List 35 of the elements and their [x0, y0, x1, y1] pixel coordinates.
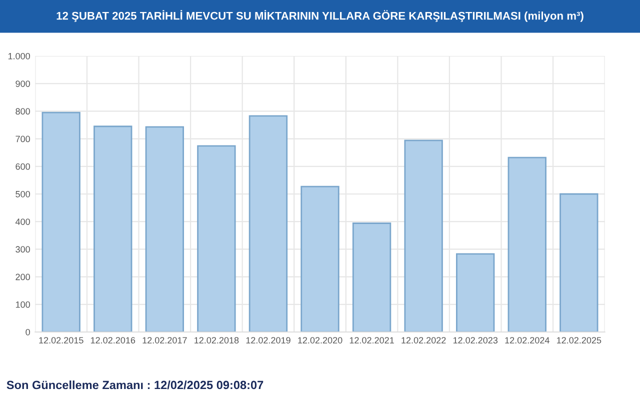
bar	[404, 140, 443, 332]
x-tick-label: 12.02.2017	[142, 337, 187, 344]
x-tick-label: 12.02.2023	[453, 337, 498, 344]
bar	[456, 253, 495, 332]
x-tick-label: 12.02.2021	[350, 337, 394, 344]
bar	[42, 112, 80, 332]
y-tick-label: 200	[16, 274, 30, 280]
bar	[248, 115, 288, 332]
x-tick-label: 12.02.2024	[505, 337, 550, 344]
x-tick-label: 12.02.2016	[90, 337, 136, 344]
bar	[197, 145, 236, 332]
bar	[145, 126, 184, 332]
y-tick-label: 1.000	[8, 52, 30, 60]
bar	[508, 156, 546, 332]
y-tick-label: 700	[16, 136, 30, 142]
bar	[352, 222, 392, 332]
x-tick-label: 12.02.2025	[557, 337, 602, 344]
y-tick-label: 800	[16, 108, 30, 115]
y-tick-label: 500	[16, 190, 30, 198]
y-tick-label: 400	[15, 218, 30, 225]
y-tick-label: 100	[16, 301, 30, 308]
y-tick-label: 300	[16, 246, 30, 253]
x-tick-label: 12.02.2019	[246, 337, 290, 344]
x-tick-label: 12.02.2022	[402, 337, 446, 344]
bar	[300, 186, 340, 332]
y-tick-label: 600	[16, 163, 30, 170]
x-tick-label: 12.02.2015	[39, 337, 84, 344]
x-tick-label: 12.02.2018	[194, 337, 239, 344]
text: Son Güncelleme Zamanı : 12/02/2025 09:08:07	[6, 380, 264, 390]
bar	[560, 193, 598, 332]
x-tick-label: 12.02.2020	[298, 337, 342, 344]
y-tick-label: 0	[26, 328, 30, 336]
y-tick-label: 900	[16, 80, 30, 87]
chart-title: 12 ŞUBAT 2025 TARİHLİ MEVCUT SU MİKTARININ YILLARA GÖRE KARŞILAŞTIRILMASI (milyon m³)	[56, 10, 584, 22]
bar	[94, 126, 132, 332]
